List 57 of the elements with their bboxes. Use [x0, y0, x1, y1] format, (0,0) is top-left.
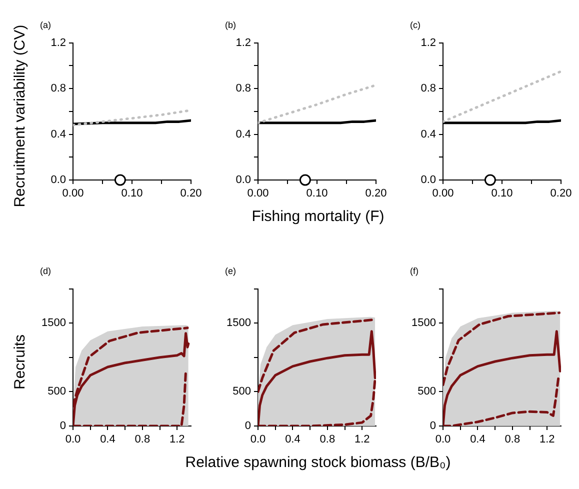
chart-title: (b)	[225, 20, 236, 30]
chart-title: (c)	[410, 20, 420, 30]
x-tick-label: 0.20	[550, 188, 572, 200]
x-tick-label: 0.4	[100, 434, 116, 446]
x-tick-label: 0.0	[65, 434, 81, 446]
x-tick-label: 0.10	[491, 188, 513, 200]
chart-title: (d)	[40, 266, 51, 276]
x-tick-label: 0.10	[306, 188, 328, 200]
y-tick-label: 0	[244, 420, 251, 432]
line-series	[258, 84, 376, 124]
x-axis-title: Relative spawning stock biomass (B/B₀)	[185, 454, 451, 471]
x-tick-label: 0.0	[435, 434, 451, 446]
x-tick-label: 0.00	[247, 188, 269, 200]
x-tick-label: 0.8	[504, 434, 520, 446]
y-tick-label: 1.2	[50, 36, 66, 49]
y-tick-label: 0.8	[236, 82, 251, 95]
y-tick-label: 0.8	[420, 82, 436, 95]
x-tick-label: 0.8	[320, 434, 336, 446]
line-series	[73, 109, 191, 126]
x-tick-label: 0.20	[180, 188, 202, 200]
y-tick-label: 0.8	[50, 82, 66, 95]
y-tick-label: 0	[430, 420, 436, 432]
y-tick-label: 1500	[226, 317, 251, 330]
y-tick-label: 0.4	[420, 128, 436, 140]
y-tick-label: 0	[60, 420, 66, 432]
x-tick-label: 0.4	[470, 434, 486, 446]
x-tick-label: 1.2	[354, 434, 370, 446]
x-tick-label: 1.2	[539, 434, 555, 446]
x-tick-label: 0.00	[62, 188, 84, 200]
x-tick-label: 0.8	[134, 434, 150, 446]
x-tick-label: 0.4	[285, 434, 300, 446]
x-tick-label: 1.2	[169, 434, 185, 446]
y-tick-label: 1.2	[236, 36, 251, 49]
y-tick-label: 0.0	[420, 174, 436, 186]
y-tick-label: 1500	[412, 317, 436, 330]
x-axis-title: Fishing mortality (F)	[252, 208, 384, 225]
line-series	[443, 70, 561, 123]
y-tick-label: 500	[418, 386, 436, 398]
y-tick-label: 0.0	[236, 174, 251, 186]
y-axis-title: Recruitment variability (CV)	[12, 24, 28, 208]
x-tick-label: 0.00	[432, 188, 454, 200]
x-tick-label: 0.20	[365, 188, 387, 200]
x-tick-label: 0.0	[250, 434, 266, 446]
y-tick-label: 0.4	[236, 128, 251, 140]
y-tick-label: 1.2	[420, 36, 436, 49]
chart-title: (e)	[225, 266, 236, 276]
y-axis-title: Recruits	[12, 334, 28, 390]
x-tick-label: 0.10	[121, 188, 143, 200]
y-tick-label: 500	[232, 386, 251, 398]
y-tick-label: 0.0	[50, 174, 66, 186]
y-tick-label: 0.4	[50, 128, 66, 140]
line-series	[258, 318, 376, 393]
y-tick-label: 500	[48, 386, 66, 398]
chart-title: (a)	[40, 20, 51, 30]
y-tick-label: 1500	[42, 317, 66, 330]
chart-title: (f)	[410, 266, 418, 276]
line-series	[443, 312, 561, 386]
